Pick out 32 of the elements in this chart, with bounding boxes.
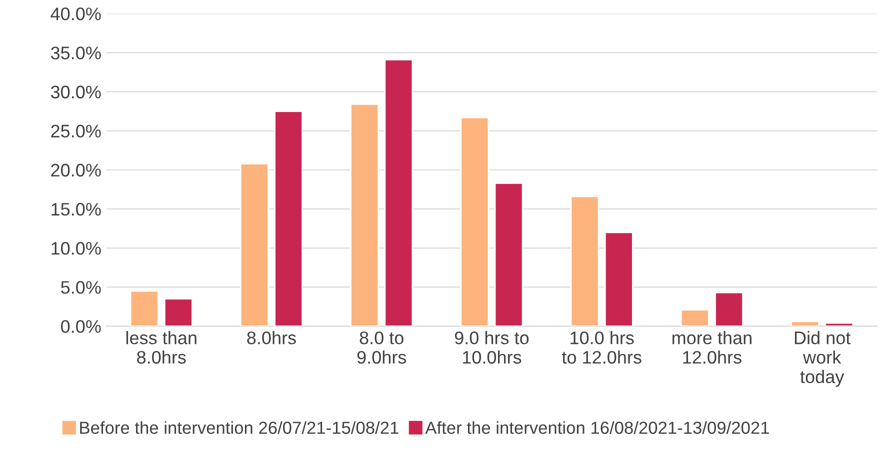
y-tick-label: 0.0% [61,320,101,333]
bar [494,182,524,326]
y-tick-label: 20.0% [51,164,101,177]
bar [384,59,414,326]
bar [570,196,600,326]
y-tick-label: 40.0% [50,8,101,20]
bar [714,292,744,326]
y-tick-label: 15.0% [52,202,101,216]
bar [680,309,710,326]
bar [164,298,193,326]
bar [274,110,304,326]
bar [240,162,269,326]
y-tick-label: 5.0% [61,281,101,294]
x-tick-label: Did not work today [794,331,851,387]
legend-label: Before the intervention 26/07/21-15/08/21 [80,421,398,434]
bar [790,320,820,326]
bar [130,290,159,326]
legend-label: After the intervention 16/08/2021-13/09/2021 [425,421,769,434]
x-tick-label: 8.0 to 9.0hrs [357,332,406,364]
y-tick-label: 10.0% [52,242,101,255]
bar [350,104,380,326]
bar [604,232,634,326]
x-tick-label: 9.0 hrs to 10.0hrs [454,331,529,364]
x-tick-label: more than 12.0hrs [672,331,752,364]
bar [824,322,854,326]
y-tick-label: 25.0% [51,124,101,138]
y-tick-label: 30.0% [50,86,101,98]
x-tick-label: less than 8.0hrs [126,331,196,364]
x-tick-label: 8.0hrs [247,331,296,344]
y-tick-label: 35.0% [50,46,101,60]
x-tick-label: 10.0 hrs to 12.0hrs [562,331,642,364]
bar [460,116,490,326]
